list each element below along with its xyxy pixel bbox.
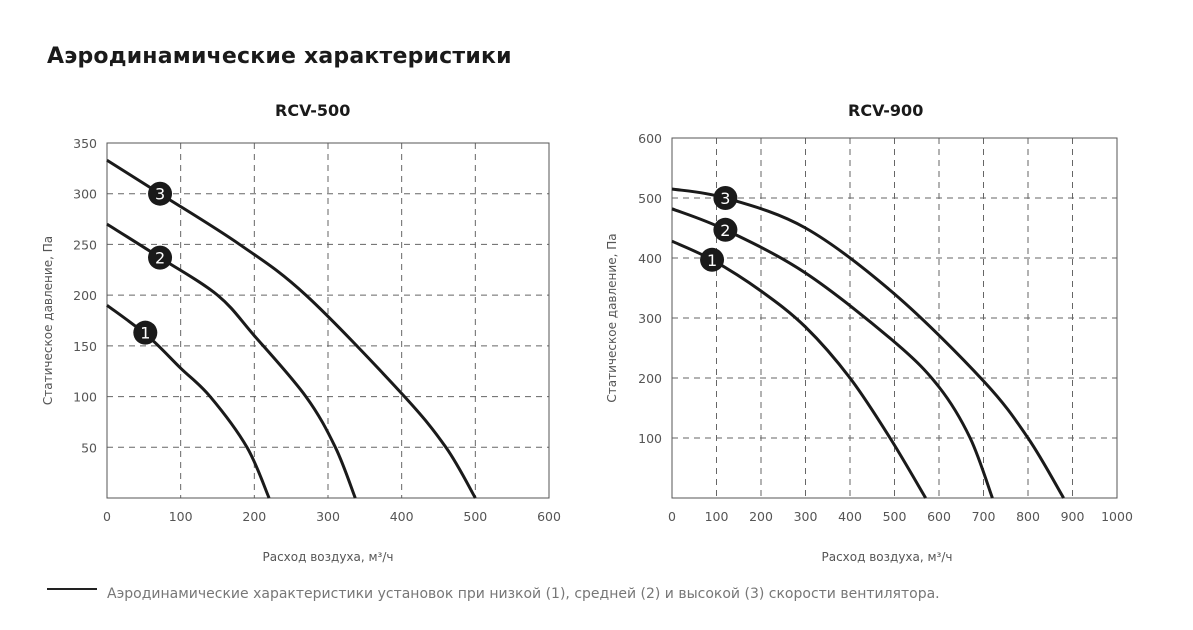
x-tick-label: 400 [838,509,862,524]
x-tick-label: 600 [927,509,951,524]
page-title: Аэродинамические характеристики [47,44,512,69]
speed-marker-label: 1 [140,324,150,343]
x-tick-label: 800 [1016,509,1040,524]
speed-marker-label: 2 [720,221,730,240]
y-tick-label: 300 [73,187,97,202]
speed-marker-3 [713,186,738,210]
y-axis-label: Статическое давление, Па [605,233,619,402]
y-tick-label: 250 [73,237,97,252]
curve-speed-2 [106,222,357,499]
x-tick-label: 0 [668,509,676,524]
x-tick-label: 900 [1061,509,1085,524]
legend-line-swatch [47,588,97,590]
x-tick-label: 400 [390,509,414,524]
chart-title-rcv900: RCV-900 [848,101,924,120]
plot-frame [106,142,550,499]
x-tick-label: 600 [537,509,561,524]
x-axis-label: Расход воздуха, м³/ч [262,550,393,564]
speed-marker-label: 2 [155,249,165,268]
speed-marker-1 [700,247,725,272]
x-axis-label: Расход воздуха, м³/ч [821,550,952,564]
y-axis-label: Статическое давление, Па [41,236,55,405]
y-tick-label: 350 [73,136,97,151]
x-tick-label: 1000 [1101,509,1133,524]
x-tick-label: 300 [316,509,340,524]
plot-frame [671,137,1118,499]
y-tick-label: 50 [81,440,97,455]
legend-text: Аэродинамические характеристики установо… [107,586,940,602]
y-tick-label: 500 [638,191,662,206]
speed-marker-label: 1 [707,251,717,270]
y-tick-label: 200 [638,371,662,386]
speed-marker-1 [133,320,158,345]
curve-speed-1 [106,304,271,499]
x-tick-label: 200 [242,509,266,524]
x-tick-label: 500 [883,509,907,524]
y-tick-label: 100 [73,390,97,405]
x-tick-label: 100 [169,509,193,524]
y-tick-label: 100 [638,431,662,446]
chart-title-rcv500: RCV-500 [275,101,351,120]
x-tick-label: 300 [794,509,818,524]
speed-marker-3 [148,181,173,206]
x-tick-label: 500 [463,509,487,524]
speed-marker-label: 3 [155,185,165,204]
y-tick-label: 200 [73,288,97,303]
y-tick-label: 300 [638,311,662,326]
x-tick-label: 100 [705,509,729,524]
y-tick-label: 150 [73,339,97,354]
y-tick-label: 600 [638,131,662,146]
speed-marker-2 [148,245,173,270]
x-tick-label: 200 [749,509,773,524]
curve-speed-1 [671,239,927,499]
x-tick-label: 700 [972,509,996,524]
y-tick-label: 400 [638,251,662,266]
speed-marker-label: 3 [720,189,730,208]
speed-marker-2 [713,217,738,242]
x-tick-label: 0 [103,509,111,524]
